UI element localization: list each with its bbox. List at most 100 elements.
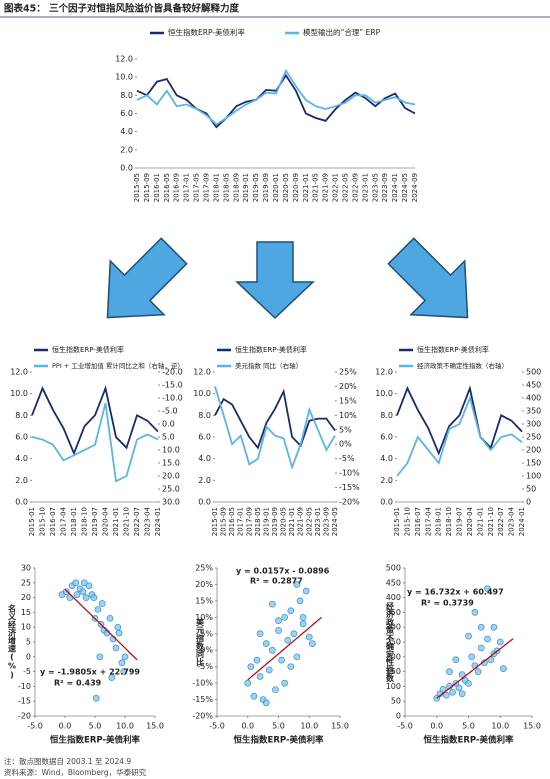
y-tick-label: 8.0 <box>120 91 133 100</box>
y-tick-label: 25% <box>195 564 213 573</box>
arrow-left <box>106 237 188 319</box>
scatter-point <box>96 653 104 661</box>
x-tick-label: 2018-01 <box>435 507 443 536</box>
y2-tick-label: 0 <box>526 498 531 507</box>
x-tick-label: 2015-09 <box>220 507 228 536</box>
x-tick-label: 2021-09 <box>297 507 305 536</box>
x-tick-label: 2018-05 <box>254 507 262 536</box>
scatter-point <box>262 699 270 707</box>
x-tick-label: -5.0 <box>27 722 43 731</box>
x-tick-label: 2015-10 <box>403 507 411 536</box>
y-tick-label: -20 <box>18 712 31 721</box>
scatter-point <box>98 600 106 607</box>
y2-tick-label: 5.0 <box>162 433 175 442</box>
y2-tick-label: 5% <box>339 425 352 434</box>
y-tick-label: 0.0 <box>120 164 133 173</box>
y-tick-label: 6.0 <box>15 433 28 442</box>
x-tick-label: 2021-01 <box>476 507 484 536</box>
y2-tick-label: 30.0 <box>162 498 180 507</box>
y-tick-label: 6.0 <box>380 433 393 442</box>
annotation: y = -1.9805x + 22.799 <box>40 668 140 677</box>
scatter-point <box>302 587 310 595</box>
y2-tick-label: -15% <box>339 483 360 492</box>
y-tick-label: 6.0 <box>120 109 133 118</box>
y2-tick-label: 10.0 <box>162 446 180 455</box>
x-tick-label: 2015-09 <box>143 173 151 202</box>
x-tick-label: 2017-04 <box>424 506 432 536</box>
y-tick-label: 300 <box>386 623 401 632</box>
x-tick-label: 2018-10 <box>445 507 453 536</box>
y-tick-label: -5% <box>197 662 213 671</box>
y-tick-label: 10.0 <box>10 389 28 398</box>
scatter-point <box>62 588 70 596</box>
y-tick-label: 15% <box>195 596 213 605</box>
scatter-point <box>112 644 120 652</box>
y-tick-label: 10 <box>21 623 31 632</box>
y-axis-title: 美元指数同比 <box>195 617 205 667</box>
scatter-point <box>253 656 261 664</box>
scatter-point <box>256 673 264 680</box>
annotation: R² = 0.439 <box>54 679 102 688</box>
x-tick-label: 10.0 <box>300 722 318 731</box>
series-line <box>136 68 416 126</box>
x-tick-label: 2018-01 <box>70 507 78 536</box>
y-tick-label: 12.0 <box>375 368 393 377</box>
scatter-point <box>118 659 126 667</box>
x-tick-label: 2019-01 <box>242 173 250 202</box>
scatter-point <box>471 609 479 616</box>
x-tick-label: 2024-05 <box>331 507 339 536</box>
scatter-point <box>272 686 279 694</box>
y-tick-label: 400 <box>386 593 401 602</box>
scatter-point <box>296 597 304 605</box>
scatter-point <box>293 581 301 588</box>
y2-tick-label: 25% <box>339 368 357 377</box>
y-tick-label: -15 <box>18 697 31 706</box>
y-tick-label: 5 <box>26 638 31 647</box>
y2-tick-label: -15.0 <box>162 381 183 390</box>
y-tick-label: 0.0 <box>198 498 211 507</box>
scatter-point <box>468 653 476 661</box>
y-tick-label: 4.0 <box>15 454 28 463</box>
y2-tick-label: 450 <box>526 381 541 390</box>
scatter-point <box>484 635 491 643</box>
scatter-point <box>284 637 292 644</box>
y-tick-label: 4.0 <box>198 454 211 463</box>
scatter-point <box>308 640 316 647</box>
x-tick-label: 15.0 <box>523 722 541 731</box>
scatter-point <box>79 588 87 596</box>
y2-tick-label: -20% <box>339 498 360 507</box>
x-tick-label: 2024-09 <box>411 173 419 202</box>
x-tick-label: 2022-01 <box>332 173 340 202</box>
x-axis-title: 恒生指数ERP-美债利率 <box>234 735 324 746</box>
x-tick-label: 15.0 <box>331 722 349 731</box>
arrow-right <box>387 237 469 319</box>
scatter-point <box>465 680 472 687</box>
arrow-down <box>235 241 315 320</box>
scatter-point <box>244 679 252 687</box>
y-tick-label: 20 <box>21 593 31 602</box>
y2-tick-label: 20% <box>339 382 357 391</box>
y-tick-label: 0.0 <box>15 498 28 507</box>
x-tick-label: -5.0 <box>209 722 225 731</box>
x-tick-label: 2021-01 <box>112 507 120 536</box>
y-tick-label: -5 <box>23 667 31 676</box>
x-tick-label: 2021-05 <box>312 173 320 202</box>
scatter-point <box>265 666 273 674</box>
y-tick-label: -10 <box>18 682 31 691</box>
y-tick-label: 5% <box>200 629 213 638</box>
x-tick-label: 2015-10 <box>39 507 47 536</box>
x-tick-label: 2022-05 <box>305 507 313 536</box>
x-tick-label: 2023-01 <box>361 173 369 202</box>
scatter-point <box>474 668 482 675</box>
x-tick-label: 2023-09 <box>322 507 330 536</box>
scatter-point <box>247 663 255 671</box>
y-axis-title: 名义经济增速(%) <box>7 604 17 680</box>
legend-label: 恒生指数ERP-美债利率 <box>168 27 246 37</box>
y-tick-label: 10.0 <box>375 389 393 398</box>
legend-label: 经济政策不确定性指数（右轴） <box>417 361 508 370</box>
x-tick-label: 2019-09 <box>271 507 279 536</box>
x-tick-label: 2023-04 <box>144 506 152 536</box>
y2-tick-label: -5% <box>339 454 355 463</box>
x-tick-label: 2017-05 <box>193 173 201 202</box>
y-tick-label: 0 <box>26 652 31 661</box>
